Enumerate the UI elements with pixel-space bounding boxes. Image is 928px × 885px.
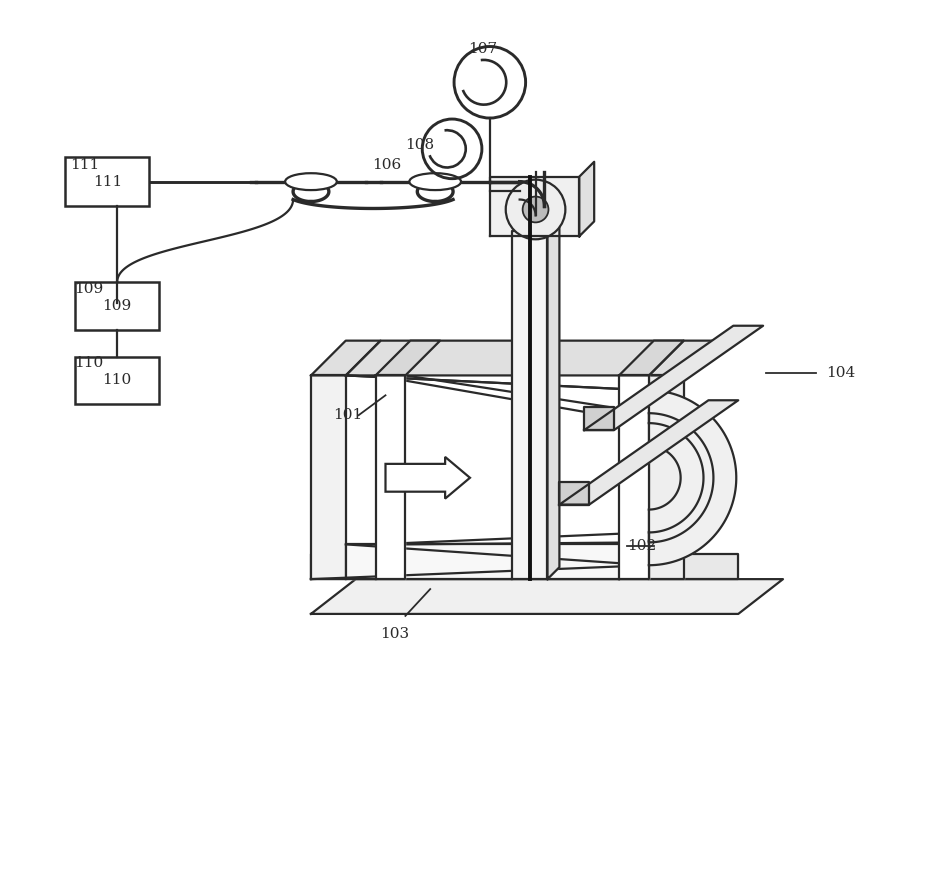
Text: 104: 104	[825, 366, 854, 381]
Polygon shape	[584, 326, 762, 430]
Circle shape	[522, 196, 548, 222]
Ellipse shape	[285, 173, 337, 190]
Text: 108: 108	[405, 138, 434, 152]
Text: 109: 109	[74, 282, 104, 296]
Polygon shape	[511, 231, 547, 579]
Polygon shape	[648, 375, 683, 579]
Polygon shape	[648, 390, 736, 566]
Text: 101: 101	[332, 408, 362, 422]
FancyArrow shape	[385, 457, 470, 498]
Polygon shape	[579, 162, 594, 236]
Polygon shape	[311, 554, 738, 579]
Polygon shape	[648, 341, 717, 375]
Polygon shape	[489, 177, 579, 236]
Text: 106: 106	[372, 158, 402, 172]
Text: 110: 110	[74, 357, 104, 371]
Circle shape	[505, 180, 565, 239]
Polygon shape	[648, 413, 713, 543]
Ellipse shape	[409, 173, 460, 190]
Polygon shape	[311, 579, 782, 614]
Polygon shape	[618, 341, 683, 375]
Polygon shape	[375, 375, 405, 579]
Polygon shape	[345, 341, 683, 375]
Polygon shape	[618, 375, 648, 579]
Bar	[65, 157, 149, 206]
Bar	[75, 282, 160, 330]
Text: 110: 110	[102, 373, 132, 388]
Polygon shape	[311, 341, 380, 375]
Polygon shape	[375, 341, 440, 375]
Polygon shape	[559, 400, 738, 504]
Polygon shape	[559, 481, 588, 504]
Polygon shape	[311, 375, 345, 579]
Text: 111: 111	[93, 174, 122, 189]
Polygon shape	[584, 407, 613, 430]
Text: 102: 102	[626, 539, 655, 553]
Text: 109: 109	[102, 299, 132, 313]
Polygon shape	[547, 219, 559, 579]
Text: 103: 103	[380, 627, 409, 641]
Polygon shape	[345, 544, 648, 579]
Bar	[75, 357, 160, 404]
Text: 111: 111	[71, 158, 99, 172]
Text: 107: 107	[468, 42, 496, 57]
